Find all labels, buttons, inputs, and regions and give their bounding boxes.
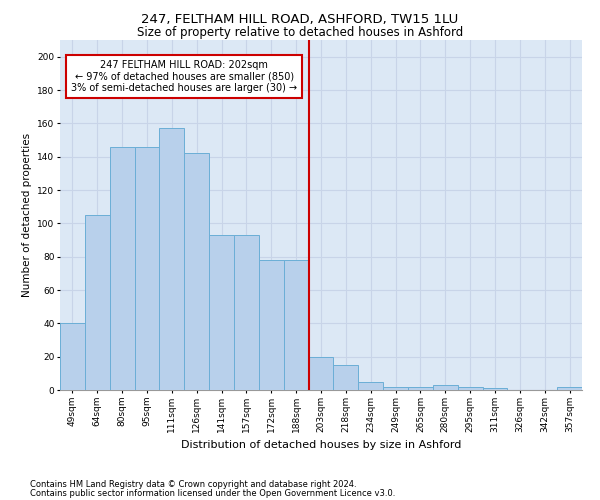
Bar (160, 128, 184, 390)
Bar (358, 382, 383, 390)
Bar (85, 215, 110, 390)
X-axis label: Distribution of detached houses by size in Ashford: Distribution of detached houses by size … (181, 440, 461, 450)
Bar (557, 386, 582, 390)
Bar (60, 324, 85, 390)
Bar (334, 365, 358, 390)
Bar (110, 146, 134, 390)
Bar (433, 385, 458, 390)
Bar (284, 260, 308, 390)
Bar (408, 386, 433, 390)
Bar (259, 260, 284, 390)
Y-axis label: Number of detached properties: Number of detached properties (22, 133, 32, 297)
Bar (134, 146, 160, 390)
Text: Contains HM Land Registry data © Crown copyright and database right 2024.: Contains HM Land Registry data © Crown c… (30, 480, 356, 489)
Text: Size of property relative to detached houses in Ashford: Size of property relative to detached ho… (137, 26, 463, 39)
Bar (209, 235, 234, 390)
Bar (482, 388, 508, 390)
Text: Contains public sector information licensed under the Open Government Licence v3: Contains public sector information licen… (30, 488, 395, 498)
Text: 247, FELTHAM HILL ROAD, ASHFORD, TW15 1LU: 247, FELTHAM HILL ROAD, ASHFORD, TW15 1L… (142, 12, 458, 26)
Bar (184, 154, 209, 390)
Bar (458, 386, 482, 390)
Bar (308, 356, 334, 390)
Bar (234, 235, 259, 390)
Text: 247 FELTHAM HILL ROAD: 202sqm
← 97% of detached houses are smaller (850)
3% of s: 247 FELTHAM HILL ROAD: 202sqm ← 97% of d… (71, 60, 298, 93)
Bar (383, 386, 408, 390)
